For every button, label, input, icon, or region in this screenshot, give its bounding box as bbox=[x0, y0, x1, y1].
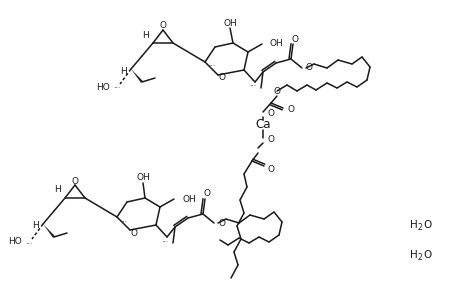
Text: O: O bbox=[71, 177, 79, 185]
Polygon shape bbox=[43, 224, 55, 238]
Text: OH: OH bbox=[136, 173, 150, 182]
Text: ...: ... bbox=[249, 80, 256, 88]
Text: ...: ... bbox=[120, 215, 127, 223]
Text: O: O bbox=[423, 220, 431, 230]
Text: 2: 2 bbox=[418, 252, 423, 262]
Text: O: O bbox=[267, 134, 274, 143]
Text: H: H bbox=[410, 220, 418, 230]
Polygon shape bbox=[131, 69, 143, 83]
Text: O: O bbox=[267, 165, 274, 173]
Text: H: H bbox=[410, 250, 418, 260]
Text: OH: OH bbox=[270, 40, 284, 49]
Text: O: O bbox=[267, 108, 274, 118]
Text: HO: HO bbox=[96, 83, 110, 91]
Text: OH: OH bbox=[182, 195, 196, 204]
Text: O: O bbox=[288, 104, 295, 114]
Text: O: O bbox=[159, 21, 166, 30]
Text: 2: 2 bbox=[418, 223, 423, 231]
Text: H: H bbox=[32, 221, 38, 231]
Text: ...: ... bbox=[208, 60, 215, 68]
Text: O: O bbox=[306, 64, 313, 72]
Text: O: O bbox=[273, 87, 280, 96]
Text: ...: ... bbox=[161, 235, 168, 243]
Text: O: O bbox=[131, 228, 138, 238]
Text: H: H bbox=[141, 30, 149, 40]
Text: H: H bbox=[120, 67, 126, 76]
Text: OH: OH bbox=[223, 18, 237, 28]
Text: HO: HO bbox=[8, 238, 22, 247]
Text: ...: ... bbox=[26, 236, 33, 246]
Text: ...: ... bbox=[114, 81, 121, 91]
Text: O: O bbox=[203, 189, 210, 199]
Text: Ca: Ca bbox=[255, 119, 271, 131]
Text: O: O bbox=[219, 73, 226, 83]
Text: O: O bbox=[218, 219, 225, 227]
Text: O: O bbox=[291, 34, 298, 44]
Text: H: H bbox=[53, 185, 61, 195]
Text: O: O bbox=[423, 250, 431, 260]
